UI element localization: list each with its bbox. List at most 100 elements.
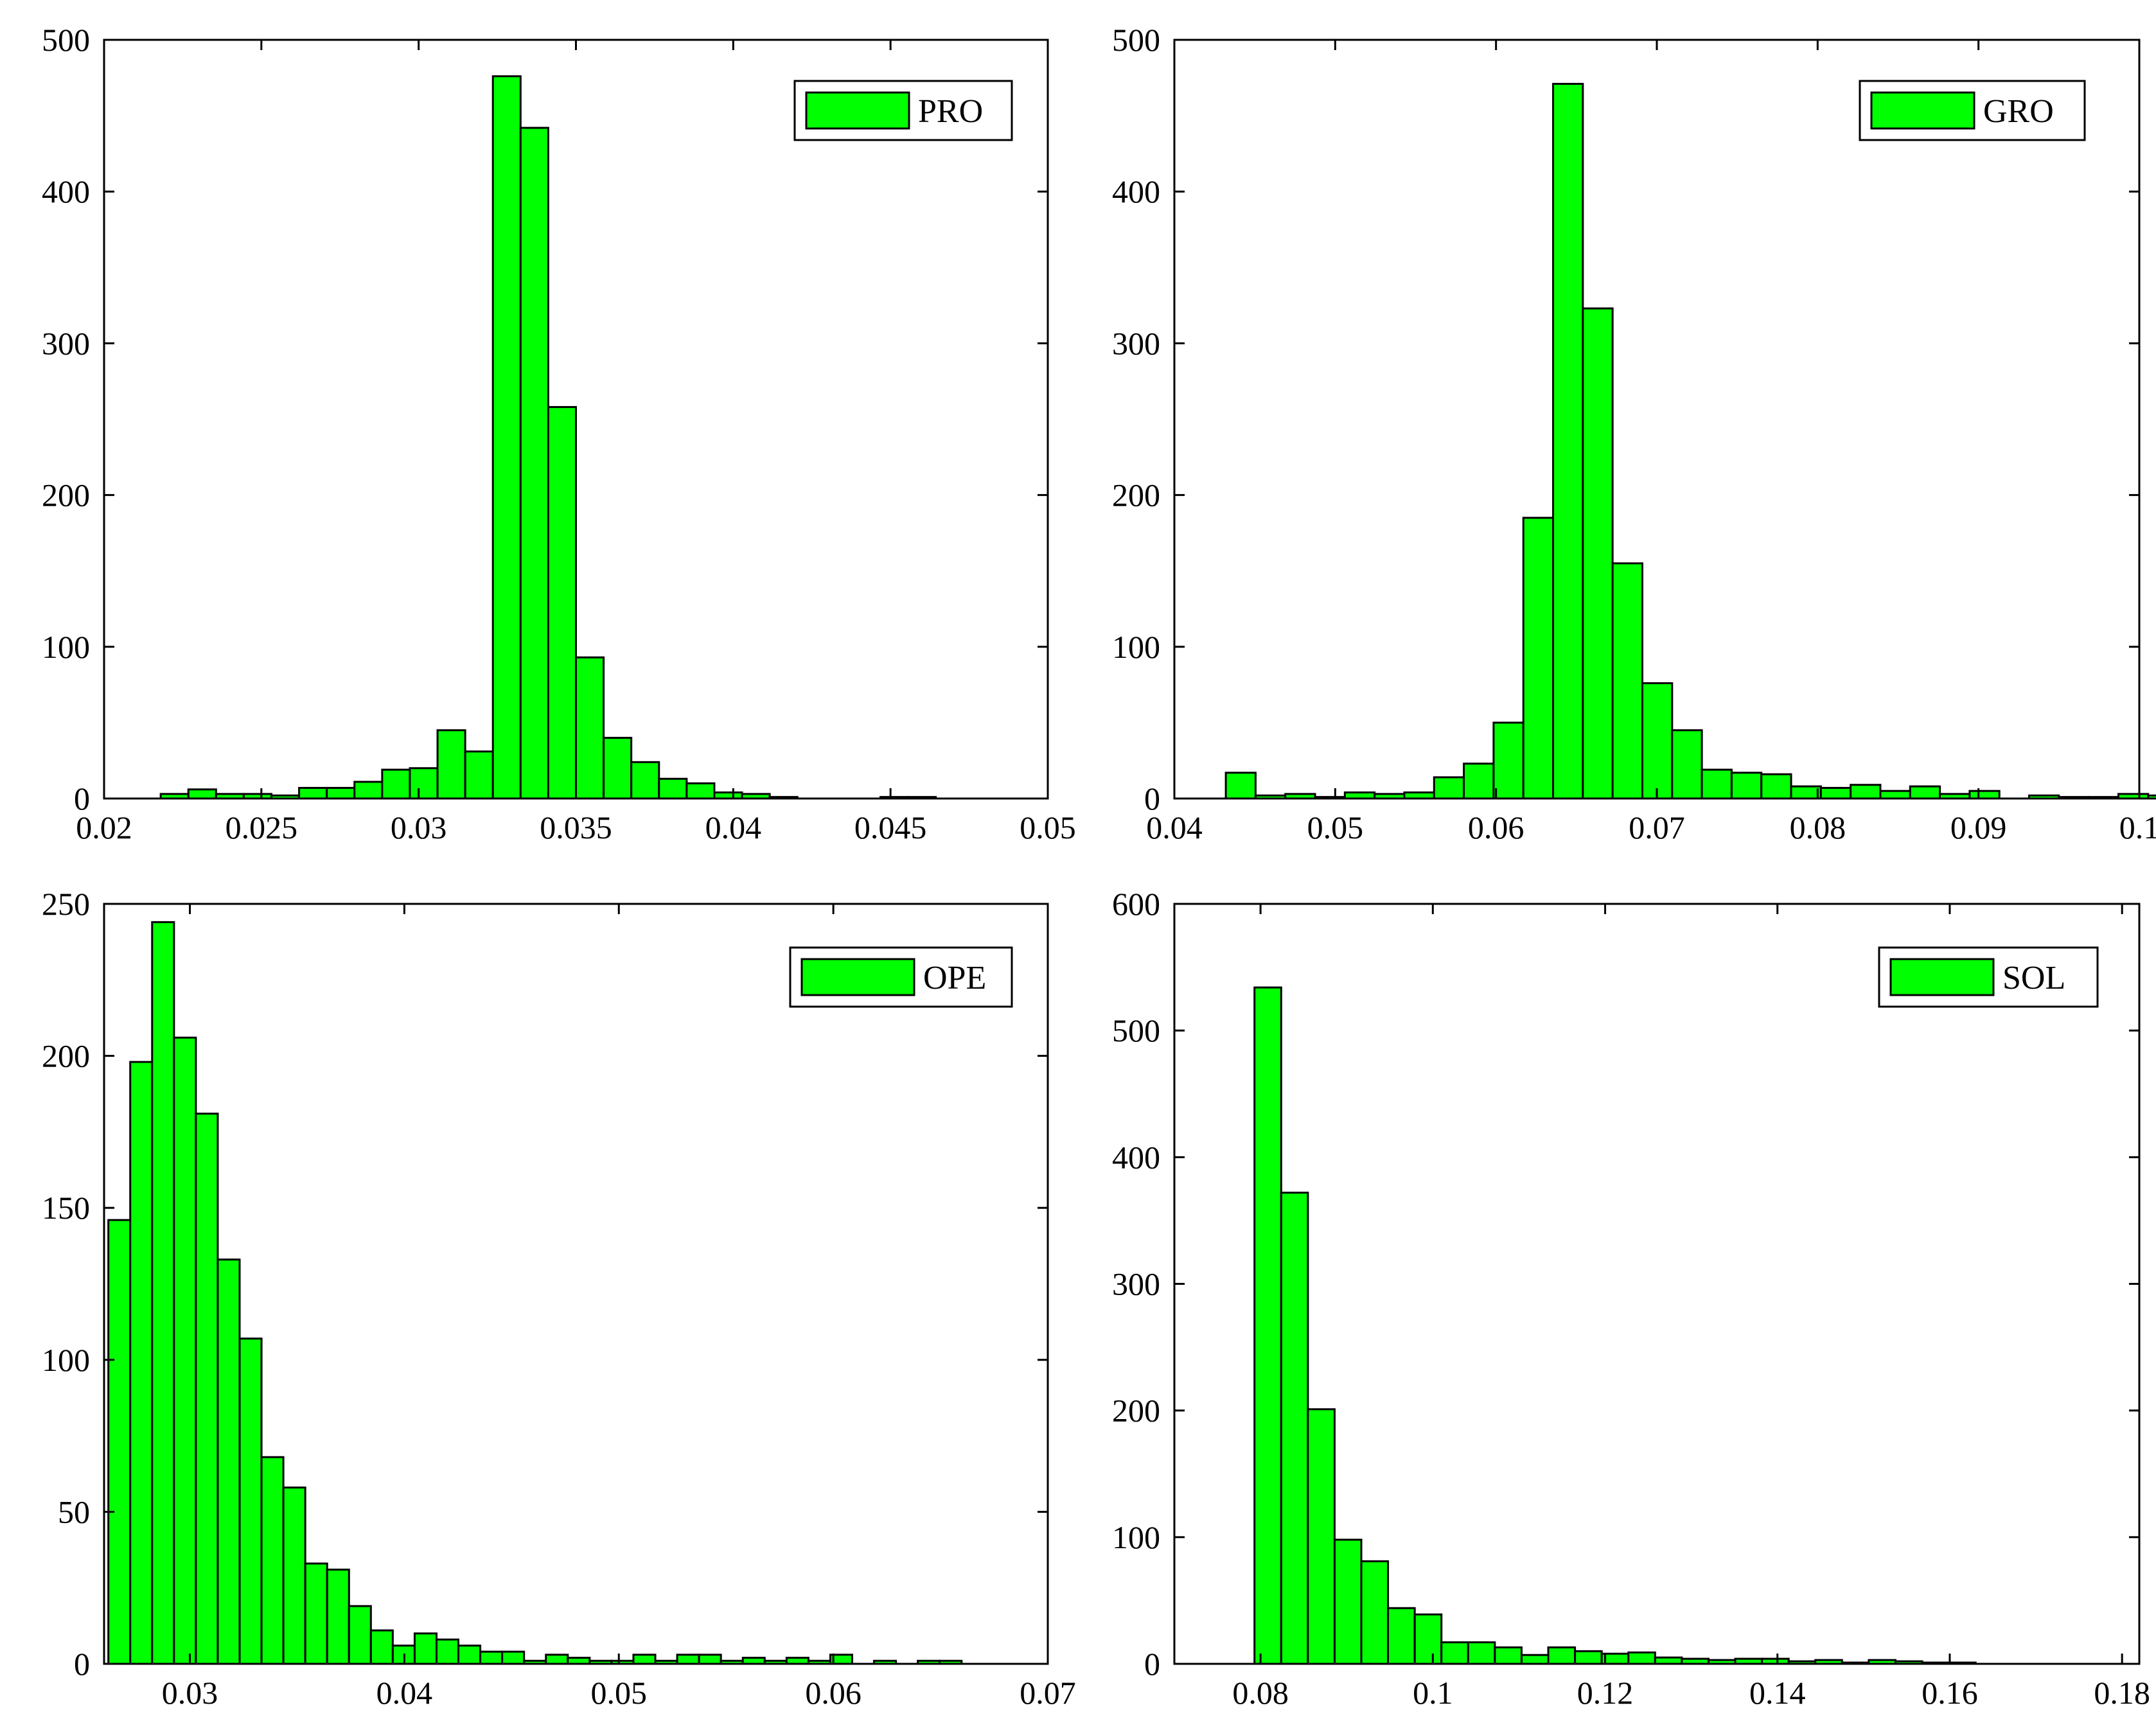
pro-bars	[159, 75, 937, 800]
ope-axis-ticks: 0.03 0.04 0.05 0.06 0.07 0 50 100 150 200 250	[42, 886, 1076, 1711]
pro-bar-10	[436, 729, 466, 800]
ope-bar-20	[545, 1654, 569, 1665]
sol-bar-5	[1387, 1607, 1416, 1665]
sol-bar-2	[1307, 1408, 1336, 1665]
pro-bar-17	[630, 761, 660, 800]
pro-ytick-label-1: 100	[42, 629, 90, 665]
pro-ytick-label-4: 400	[42, 173, 90, 209]
sol-xtick-label-0: 0.08	[1232, 1675, 1289, 1711]
ope-ytick-label-4: 200	[42, 1038, 90, 1074]
gro-ytick-label-2: 200	[1112, 477, 1160, 513]
ope-bar-2	[151, 921, 175, 1665]
sol-bar-14	[1627, 1651, 1656, 1665]
gro-xtick-label-0: 0.04	[1146, 809, 1203, 845]
sol-bar-6	[1413, 1613, 1443, 1665]
ope-bar-7	[260, 1456, 285, 1665]
ope-bar-17	[479, 1650, 504, 1665]
pro-bar-14	[547, 406, 578, 800]
ope-xtick-label-4: 0.07	[1020, 1675, 1076, 1711]
sol-bar-8	[1467, 1641, 1496, 1665]
gro-bar-19	[1790, 785, 1822, 800]
pro-ytick-label-5: 500	[42, 22, 90, 58]
pro-legend-label: PRO	[918, 93, 983, 130]
sol-bar-1	[1280, 1192, 1309, 1665]
pro-xtick-label-6: 0.05	[1020, 809, 1076, 845]
gro-bars	[1224, 82, 2156, 800]
sol-bar-9	[1494, 1646, 1523, 1665]
sol-xtick-label-5: 0.18	[2094, 1675, 2150, 1711]
pro-ytick-label-2: 200	[42, 477, 90, 513]
gro-axis-ticks: 0.04 0.05 0.06 0.07 0.08 0.09 0.1 0 100 200 300 400…	[1112, 22, 2156, 845]
sol-legend: SOL	[1878, 946, 2099, 1008]
ope-bar-12	[369, 1629, 394, 1665]
ope-ytick-label-1: 50	[58, 1494, 90, 1530]
ope-bar-0	[107, 1219, 132, 1665]
pro-xtick-label-4: 0.04	[705, 809, 762, 845]
ope-legend: OPE	[789, 946, 1013, 1008]
pro-bar-6	[326, 786, 356, 800]
pro-bar-12	[491, 75, 522, 800]
gro-bar-9	[1492, 721, 1524, 800]
sol-bar-11	[1547, 1646, 1577, 1665]
sol-xtick-label-4: 0.16	[1922, 1675, 1978, 1711]
sol-ytick-label-6: 600	[1112, 886, 1160, 922]
gro-legend-label: GRO	[1983, 93, 2054, 130]
ope-bar-26	[676, 1654, 700, 1665]
gro-xtick-label-4: 0.08	[1790, 809, 1846, 845]
sol-ytick-label-4: 400	[1112, 1139, 1160, 1175]
panel-pro-histogram: 0.02 0.025 0.03 0.035 0.04 0.045 0.05 0 100 200 30…	[42, 22, 1076, 845]
sol-ytick-label-5: 500	[1112, 1012, 1160, 1048]
gro-legend: GRO	[1859, 80, 2086, 141]
sol-bar-3	[1333, 1539, 1363, 1665]
sol-bar-10	[1520, 1654, 1550, 1665]
sol-bar-4	[1360, 1560, 1390, 1665]
pro-xtick-label-3: 0.035	[540, 809, 612, 845]
ope-bar-3	[173, 1036, 197, 1665]
ope-legend-label: OPE	[923, 960, 986, 996]
pro-legend-swatch	[805, 91, 910, 130]
ope-xtick-label-1: 0.04	[376, 1675, 433, 1711]
pro-legend: PRO	[793, 80, 1013, 141]
ope-xtick-label-3: 0.06	[805, 1675, 862, 1711]
gro-ytick-label-1: 100	[1112, 629, 1160, 665]
sol-axis-ticks: 0.08 0.1 0.12 0.14 0.16 0.18 0 100 200 300 400 500 6…	[1112, 886, 2150, 1711]
gro-bar-16	[1701, 768, 1733, 800]
pro-bar-11	[464, 750, 494, 800]
gro-bar-18	[1760, 773, 1792, 800]
ope-xtick-label-0: 0.03	[162, 1675, 218, 1711]
gro-bar-25	[1968, 790, 2001, 800]
ope-bar-4	[195, 1113, 219, 1665]
ope-bar-10	[326, 1568, 350, 1665]
ope-ytick-label-5: 250	[42, 886, 90, 922]
gro-legend-swatch	[1870, 91, 1975, 130]
ope-bar-1	[129, 1061, 154, 1665]
panel-gro-histogram: 0.04 0.05 0.06 0.07 0.08 0.09 0.1 0 100 200 300 400…	[1112, 22, 2156, 845]
ope-ytick-label-3: 150	[42, 1190, 90, 1226]
gro-bar-7	[1433, 776, 1465, 800]
pro-ytick-label-0: 0	[74, 781, 90, 816]
gro-xtick-label-5: 0.09	[1950, 809, 2007, 845]
ope-bar-8	[282, 1487, 306, 1665]
sol-xtick-label-1: 0.1	[1413, 1675, 1453, 1711]
gro-bar-23	[1909, 785, 1941, 800]
gro-bar-31	[2147, 794, 2156, 800]
gro-bar-13	[1611, 562, 1643, 800]
sol-bar-12	[1574, 1650, 1603, 1665]
gro-bar-14	[1641, 682, 1674, 800]
gro-bar-11	[1552, 82, 1584, 800]
pro-bar-8	[381, 768, 411, 800]
ope-bar-16	[457, 1645, 482, 1665]
sol-ytick-label-0: 0	[1144, 1646, 1160, 1682]
gro-xtick-label-2: 0.06	[1468, 809, 1524, 845]
sol-ytick-label-3: 300	[1112, 1266, 1160, 1302]
gro-bar-21	[1850, 784, 1882, 800]
gro-ytick-label-3: 300	[1112, 325, 1160, 361]
ope-ytick-label-2: 100	[42, 1342, 90, 1378]
pro-bar-5	[298, 786, 328, 800]
ope-bar-27	[698, 1654, 722, 1665]
ope-legend-swatch	[800, 958, 915, 996]
pro-bar-19	[685, 782, 716, 800]
pro-xtick-label-5: 0.045	[854, 809, 927, 845]
ope-bar-24	[632, 1654, 657, 1665]
